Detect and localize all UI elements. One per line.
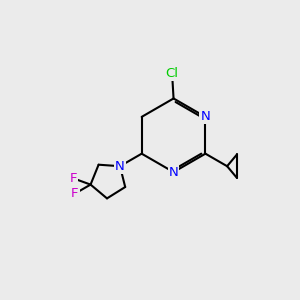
- Text: F: F: [70, 172, 77, 185]
- Text: N: N: [201, 110, 210, 123]
- Text: Cl: Cl: [166, 67, 178, 80]
- Text: F: F: [71, 187, 79, 200]
- Text: N: N: [169, 166, 178, 178]
- Text: N: N: [115, 160, 125, 173]
